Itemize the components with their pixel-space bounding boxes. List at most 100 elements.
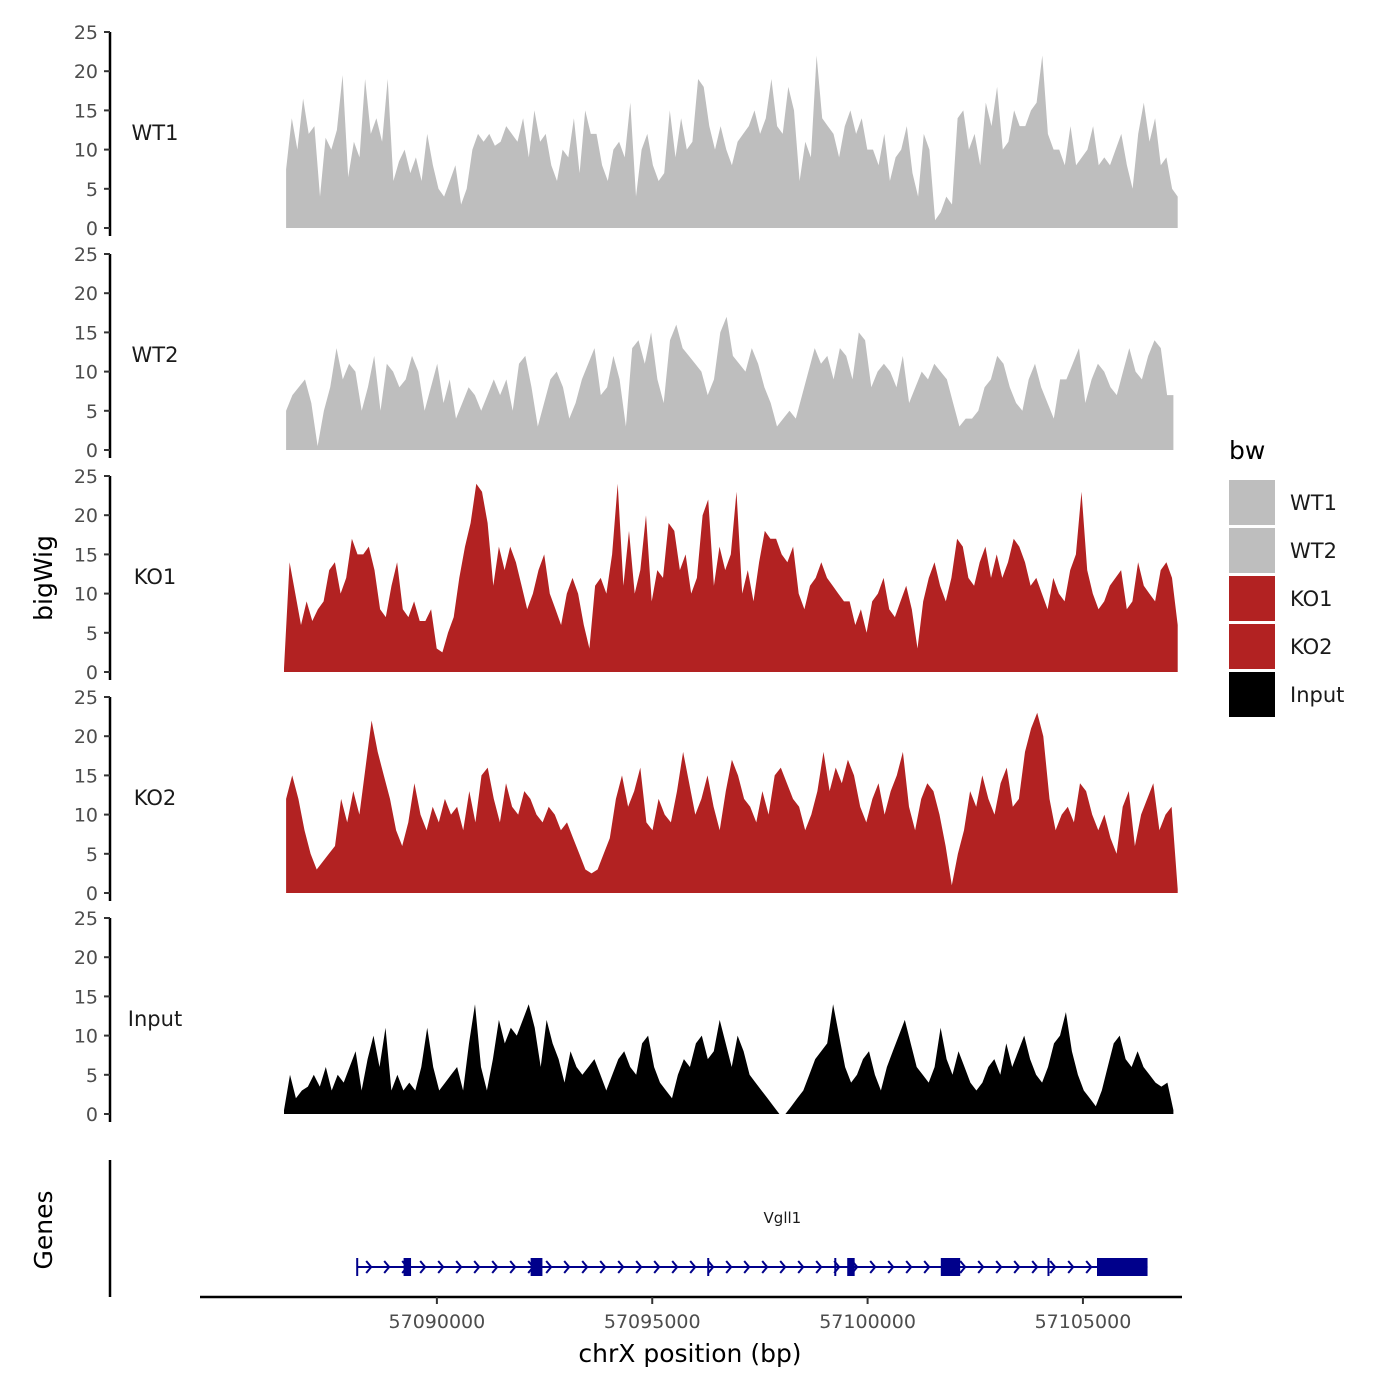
track-input: 0 5 10 15 20 25 Input — [74, 908, 1174, 1126]
y-tick-label: 15 — [74, 544, 98, 566]
exon — [531, 1258, 543, 1276]
strand-arrow — [617, 1260, 625, 1274]
strand-arrow — [1031, 1260, 1039, 1274]
track-label: KO2 — [134, 786, 177, 810]
y-tick-label: 25 — [74, 466, 98, 488]
strand-arrow — [707, 1260, 715, 1274]
y-tick-label: 20 — [74, 947, 98, 969]
strand-arrow — [761, 1260, 769, 1274]
strand-arrow — [563, 1260, 571, 1274]
strand-arrow — [509, 1260, 517, 1274]
strand-arrow — [689, 1260, 697, 1274]
area-input — [284, 1004, 1174, 1114]
x-axis-title: chrX position (bp) — [578, 1339, 801, 1368]
strand-arrow — [995, 1260, 1003, 1274]
exon — [404, 1258, 412, 1276]
strand-arrow — [869, 1260, 877, 1274]
track-label: WT2 — [132, 343, 179, 367]
legend-swatch-ko1 — [1229, 576, 1275, 621]
y-tick-label: 5 — [86, 401, 98, 423]
track-wt1: 0 5 10 15 20 25 WT1 — [74, 22, 1178, 240]
strand-arrow — [923, 1260, 931, 1274]
strand-arrow — [671, 1260, 679, 1274]
x-tick-label: 57105000 — [1035, 1311, 1132, 1333]
exon — [848, 1258, 855, 1276]
y-tick-label: 25 — [74, 908, 98, 930]
legend-swatch-input — [1229, 672, 1275, 717]
legend-label-input: Input — [1290, 683, 1344, 707]
legend-label-wt1: WT1 — [1290, 491, 1337, 515]
y-tick-label: 20 — [74, 61, 98, 83]
strand-arrow — [905, 1260, 913, 1274]
legend-swatch-wt2 — [1229, 528, 1275, 573]
strand-arrow — [491, 1260, 499, 1274]
legend: bw WT1 WT2 KO1 KO2 Input — [1229, 436, 1344, 717]
x-tick-label: 57095000 — [604, 1311, 701, 1333]
track-ko2: 0 5 10 15 20 25 KO2 — [74, 687, 1178, 905]
y-tick-label: 0 — [86, 218, 98, 240]
strand-arrow — [1049, 1260, 1057, 1274]
strand-arrow — [779, 1260, 787, 1274]
y-tick-label: 10 — [74, 584, 98, 606]
area-wt1 — [286, 55, 1178, 228]
track-wt2: 0 5 10 15 20 25 WT2 — [74, 244, 1174, 462]
strand-arrow — [599, 1260, 607, 1274]
strand-arrow — [815, 1260, 823, 1274]
y-axis-title: bigWig — [29, 535, 58, 621]
genes-track-title: Genes — [29, 1190, 58, 1269]
strand-arrow — [365, 1260, 373, 1274]
y-tick-label: 25 — [74, 22, 98, 44]
area-wt2 — [286, 316, 1174, 450]
track-label: WT1 — [132, 121, 179, 145]
y-tick-label: 15 — [74, 986, 98, 1008]
y-tick-label: 15 — [74, 765, 98, 787]
y-tick-label: 10 — [74, 140, 98, 162]
y-tick-label: 10 — [74, 805, 98, 827]
exon — [1098, 1258, 1148, 1276]
y-tick-label: 0 — [86, 1104, 98, 1126]
y-tick-label: 25 — [74, 244, 98, 266]
strand-arrow — [545, 1260, 553, 1274]
y-tick-label: 25 — [74, 687, 98, 709]
x-tick-label: 57090000 — [389, 1311, 486, 1333]
strand-arrow — [653, 1260, 661, 1274]
y-tick-label: 0 — [86, 662, 98, 684]
strand-arrow — [383, 1260, 391, 1274]
strand-arrow — [743, 1260, 751, 1274]
y-tick-label: 5 — [86, 623, 98, 645]
y-tick-label: 20 — [74, 505, 98, 527]
y-tick-label: 5 — [86, 179, 98, 201]
legend-label-ko1: KO1 — [1290, 587, 1333, 611]
strand-arrow — [1085, 1260, 1093, 1274]
area-ko2 — [286, 712, 1178, 893]
strand-arrow — [725, 1260, 733, 1274]
legend-title: bw — [1229, 436, 1265, 465]
x-axis: 57090000 57095000 57100000 57105000 — [200, 1295, 1182, 1333]
y-tick-label: 0 — [86, 883, 98, 905]
track-ko1: 0 5 10 15 20 25 KO1 — [74, 466, 1178, 684]
x-tick-label: 57100000 — [819, 1311, 916, 1333]
exon — [940, 1258, 961, 1276]
strand-arrow — [887, 1260, 895, 1274]
track-label: KO1 — [134, 565, 177, 589]
strand-arrow — [437, 1260, 445, 1274]
legend-label-ko2: KO2 — [1290, 635, 1333, 659]
y-tick-label: 20 — [74, 283, 98, 305]
y-tick-label: 5 — [86, 1065, 98, 1087]
y-tick-label: 15 — [74, 322, 98, 344]
track-label: Input — [128, 1007, 182, 1031]
y-tick-label: 15 — [74, 100, 98, 122]
strand-arrow — [1067, 1260, 1075, 1274]
y-tick-label: 10 — [74, 1026, 98, 1048]
strand-arrow — [419, 1260, 427, 1274]
strand-arrow — [1013, 1260, 1021, 1274]
gene-track: Vgll1 — [108, 1160, 1148, 1297]
strand-arrow — [977, 1260, 985, 1274]
y-tick-label: 10 — [74, 362, 98, 384]
legend-label-wt2: WT2 — [1290, 539, 1337, 563]
strand-arrow — [797, 1260, 805, 1274]
gene-name-label: Vgll1 — [764, 1209, 802, 1227]
strand-arrow — [581, 1260, 589, 1274]
